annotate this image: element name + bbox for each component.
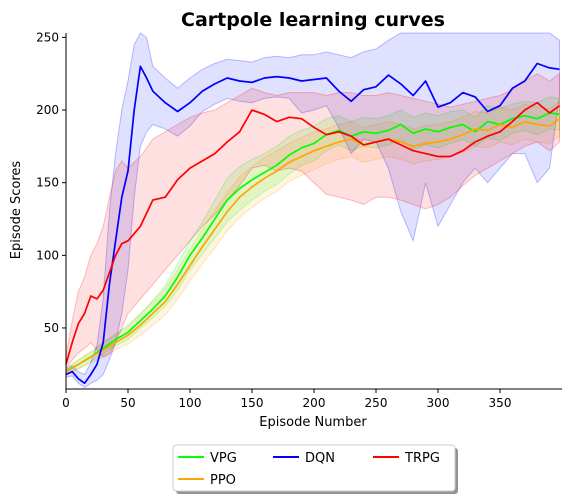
confidence-bands bbox=[65, 32, 560, 389]
band-ppo bbox=[65, 100, 560, 376]
x-tick-label: 50 bbox=[120, 396, 135, 410]
x-axis-title: Episode Number bbox=[259, 415, 367, 430]
y-tick-label: 200 bbox=[36, 103, 59, 117]
legend-label-dqn: DQN bbox=[305, 451, 335, 466]
x-tick-label: 300 bbox=[427, 396, 450, 410]
line-ppo bbox=[65, 118, 561, 373]
x-tick-label: 250 bbox=[365, 396, 388, 410]
series-lines bbox=[65, 62, 561, 385]
y-axis-title: Episode Scores bbox=[9, 161, 24, 260]
y-tick-label: 100 bbox=[36, 248, 59, 262]
y-tick-label: 250 bbox=[36, 30, 59, 44]
y-tick-label: 150 bbox=[36, 176, 59, 190]
line-vpg bbox=[65, 112, 560, 373]
chart-title: Cartpole learning curves bbox=[181, 9, 445, 31]
legend: VPG PPO DQN TRPG bbox=[172, 444, 458, 494]
x-axis-ticks: 0 50 100 150 200 250 300 350 bbox=[62, 389, 511, 410]
line-dqn bbox=[65, 62, 560, 385]
band-vpg bbox=[65, 96, 560, 376]
legend-label-ppo: PPO bbox=[210, 473, 236, 488]
x-tick-label: 100 bbox=[179, 396, 202, 410]
y-axis-ticks: 50 100 150 200 250 bbox=[36, 30, 66, 335]
x-tick-label: 150 bbox=[241, 396, 264, 410]
y-tick-label: 50 bbox=[44, 321, 59, 335]
line-trpg bbox=[65, 101, 560, 365]
x-tick-label: 200 bbox=[303, 396, 326, 410]
legend-label-vpg: VPG bbox=[210, 451, 237, 466]
band-dqn bbox=[65, 32, 560, 389]
x-tick-label: 350 bbox=[489, 396, 512, 410]
band-trpg bbox=[65, 72, 560, 371]
legend-label-trpg: TRPG bbox=[404, 451, 440, 466]
x-tick-label: 0 bbox=[62, 396, 70, 410]
